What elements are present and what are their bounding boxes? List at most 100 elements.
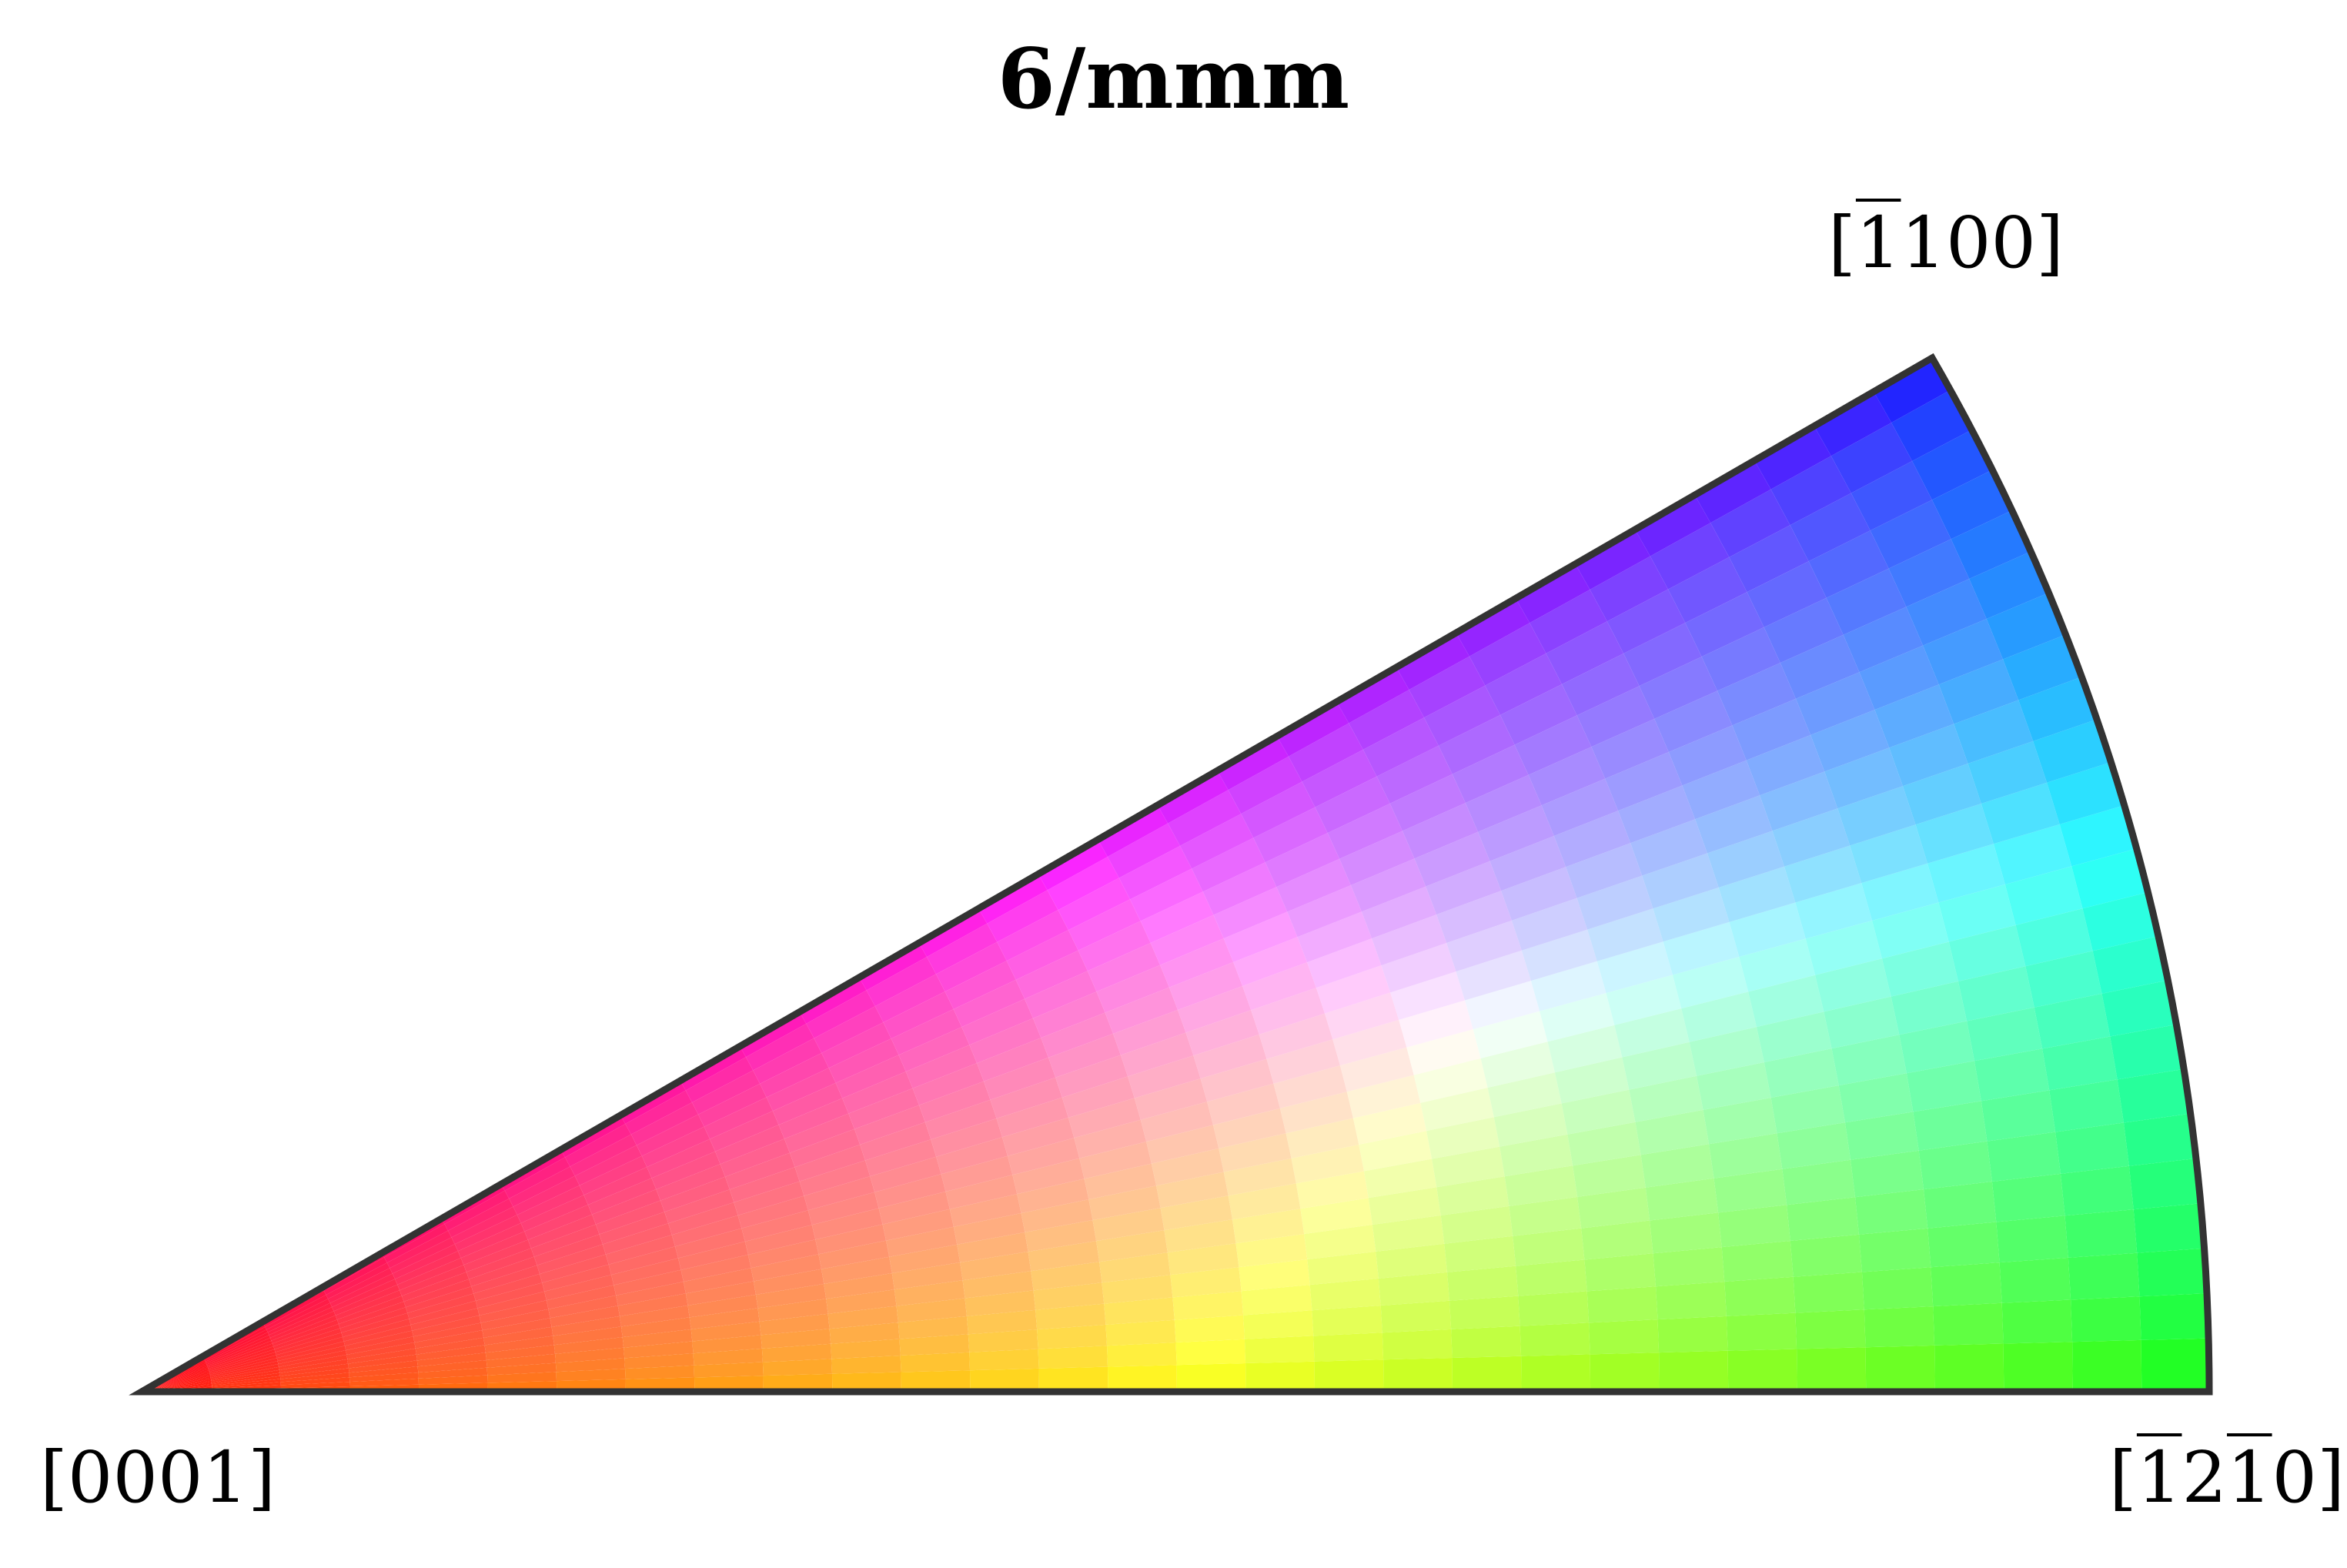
gradient-cell	[513, 1175, 580, 1215]
gradient-cell	[1746, 734, 1825, 796]
gradient-cell	[1576, 875, 1653, 930]
gradient-cell	[1732, 698, 1811, 761]
gradient-cell	[326, 1262, 390, 1299]
gradient-cell	[753, 1038, 822, 1084]
bracket-open: [	[2109, 1436, 2137, 1519]
gradient-cell	[1516, 1259, 1587, 1296]
gradient-cell	[734, 1181, 804, 1215]
gradient-cell	[751, 1254, 822, 1282]
gradient-cell	[1008, 1138, 1080, 1175]
gradient-cell	[1764, 597, 1844, 664]
gradient-cell	[1855, 1189, 1928, 1235]
bracket-open: [	[40, 1436, 68, 1519]
gradient-cell	[1546, 621, 1624, 684]
gradient-cell	[471, 1265, 540, 1294]
gradient-cell	[831, 1339, 901, 1359]
gradient-cell	[1383, 1358, 1453, 1392]
gradient-cell	[348, 1360, 418, 1373]
gradient-cell	[409, 1300, 478, 1325]
gradient-cell	[1146, 1125, 1219, 1164]
gradient-cell	[1372, 914, 1447, 966]
gradient-cell	[1938, 884, 2016, 942]
gradient-cell	[1770, 456, 1851, 526]
gradient-cell	[1843, 607, 1924, 673]
gradient-cell	[270, 1311, 336, 1341]
gradient-cell	[1844, 1112, 1919, 1160]
gradient-cell	[1266, 1039, 1340, 1084]
gradient-cell	[1228, 756, 1302, 814]
gradient-cell	[1413, 1058, 1488, 1103]
gradient-cell	[744, 1225, 816, 1255]
gradient-cell	[1409, 656, 1486, 718]
gradient-cell	[1656, 1282, 1727, 1320]
gradient-cell	[924, 1099, 997, 1140]
gradient-cell	[625, 1365, 694, 1379]
gradient-cell	[2137, 1246, 2209, 1297]
gradient-cell	[1025, 1220, 1097, 1252]
gradient-cell	[211, 1372, 280, 1384]
gradient-cell	[1924, 1182, 1997, 1229]
gradient-cell	[1107, 1342, 1177, 1367]
gradient-cell	[530, 1224, 600, 1257]
gradient-cell	[1037, 1324, 1107, 1349]
gradient-cell	[209, 1349, 276, 1372]
gradient-cell	[209, 1355, 277, 1375]
gradient-cell	[1902, 764, 1981, 825]
gradient-cell	[1934, 1343, 2004, 1392]
gradient-cell	[1590, 1352, 1660, 1392]
gradient-cell	[1130, 868, 1203, 921]
gradient-cell	[418, 1375, 488, 1385]
gradient-cell	[206, 1338, 272, 1366]
gradient-cell	[263, 1290, 326, 1327]
gradient-cell	[1239, 1259, 1310, 1292]
gradient-cell	[1025, 971, 1097, 1018]
gradient-cell	[1701, 627, 1780, 691]
gradient-cell	[1393, 627, 1469, 690]
gradient-cell	[451, 1206, 517, 1245]
bracket-close: ]	[2036, 202, 2064, 284]
gradient-cell	[1824, 747, 1903, 809]
gradient-cell	[1309, 1278, 1381, 1311]
gradient-cell	[1349, 690, 1424, 750]
gradient-cell	[2072, 1339, 2142, 1392]
gradient-cell	[905, 1045, 977, 1088]
gradient-cell	[1717, 663, 1796, 726]
gradient-cell	[1974, 1048, 2050, 1102]
gradient-cell	[486, 1353, 556, 1368]
gradient-cell	[1797, 1347, 1867, 1392]
gradient-cell	[1120, 1032, 1194, 1077]
gradient-cell	[1587, 908, 1663, 961]
gradient-cell	[1389, 774, 1466, 831]
gradient-cell	[1793, 1272, 1864, 1313]
gradient-cell	[1547, 1025, 1623, 1073]
gradient-cell	[1036, 835, 1108, 891]
gradient-cell	[1663, 921, 1740, 975]
gradient-cell	[527, 1214, 596, 1249]
gradient-cell	[269, 1307, 334, 1338]
gradient-cell	[936, 1137, 1008, 1175]
gradient-cell	[1156, 1172, 1229, 1209]
gradient-cell	[608, 1246, 678, 1275]
gradient-cell	[1697, 1062, 1771, 1110]
gradient-cell	[720, 1138, 790, 1177]
gradient-cell	[1390, 971, 1465, 1020]
gradient-cell	[1521, 1354, 1591, 1392]
gradient-cell	[546, 1285, 617, 1309]
gradient-cell	[1958, 966, 2034, 1021]
gradient-cell	[1447, 1265, 1519, 1301]
gradient-cell	[1650, 1212, 1722, 1254]
gradient-cell	[886, 1226, 958, 1257]
gradient-cell	[1017, 1179, 1089, 1213]
gradient-cell	[616, 1282, 686, 1306]
gradient-cell	[1273, 1065, 1347, 1108]
gradient-cell	[392, 1244, 458, 1279]
gradient-cell	[1150, 914, 1224, 965]
gradient-cell	[1350, 858, 1426, 912]
gradient-cell	[1790, 1234, 1862, 1277]
gradient-cell	[693, 1348, 763, 1366]
gradient-cell	[1750, 419, 1831, 490]
gradient-cell	[1368, 1187, 1441, 1225]
gradient-cell	[1031, 1262, 1102, 1291]
gradient-cell	[533, 1234, 603, 1265]
